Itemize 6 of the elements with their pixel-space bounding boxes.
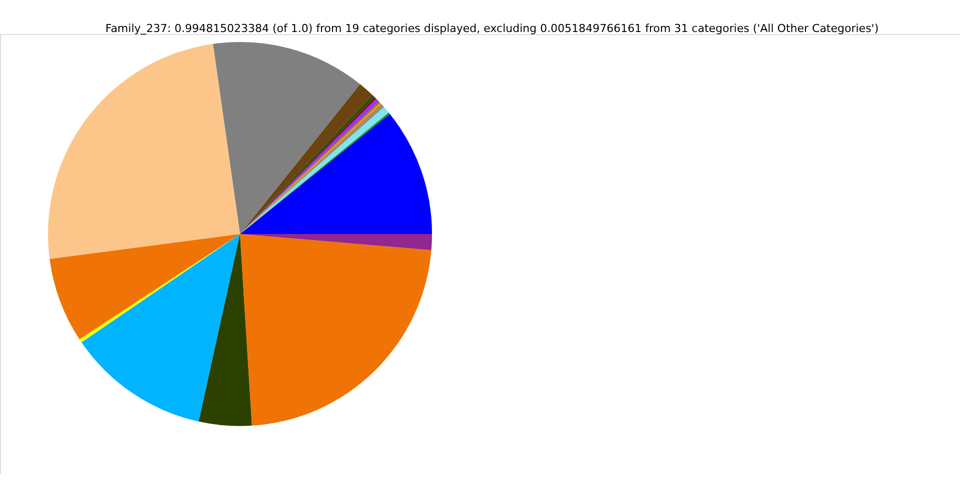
pie-slice [240, 234, 432, 250]
pie-slice [48, 44, 240, 260]
pie-slice [82, 234, 240, 422]
pie-slice [240, 114, 432, 234]
text: Family_237: 0.994815023384 (of 1.0) from 19 categories displayed, excluding 0.0051849766161 from 31 categories ('All Other Categories') [105, 22, 879, 35]
pie-slice [198, 234, 252, 426]
